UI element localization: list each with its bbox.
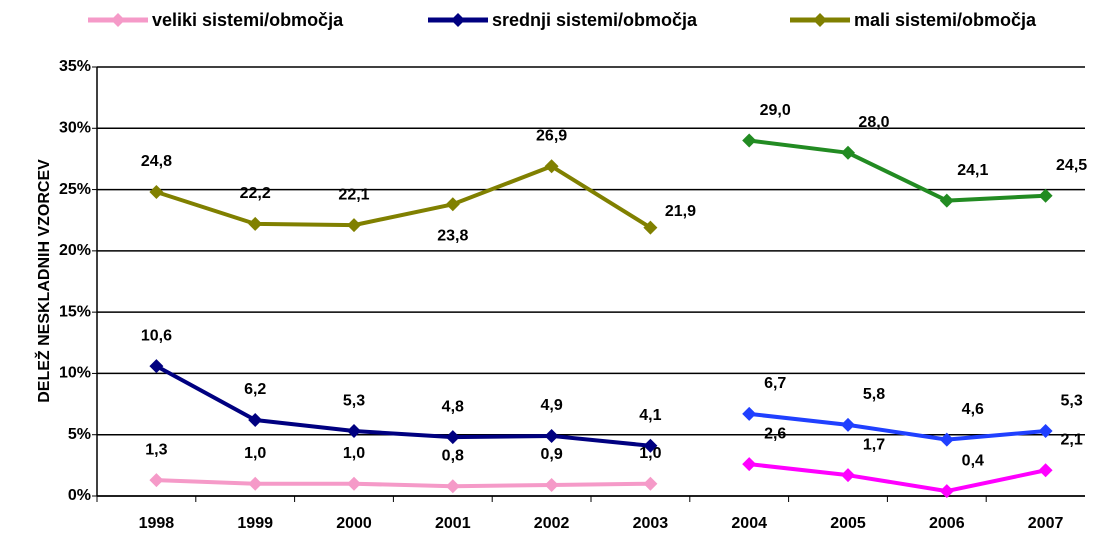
y-tick-label: 35% <box>59 58 91 75</box>
data-label: 23,8 <box>437 227 468 244</box>
data-label: 10,6 <box>141 327 172 344</box>
x-tick-label: 2000 <box>336 515 372 532</box>
point-marker <box>742 133 757 148</box>
data-label: 1,0 <box>639 445 661 462</box>
y-tick-label: 0% <box>68 487 91 504</box>
data-label: 4,1 <box>639 407 661 424</box>
point-marker <box>939 484 954 499</box>
point-marker <box>841 468 855 483</box>
data-label: 6,7 <box>764 375 786 392</box>
point-marker <box>1038 424 1053 439</box>
x-tick-label: 2007 <box>1028 515 1064 532</box>
point-marker <box>544 159 559 174</box>
point-marker <box>347 476 361 491</box>
point-marker <box>347 218 361 233</box>
x-tick-label: 2001 <box>435 515 471 532</box>
data-label: 1,7 <box>863 436 885 453</box>
data-label: 1,0 <box>244 445 266 462</box>
data-label: 5,8 <box>863 386 885 403</box>
x-tick-label: 2005 <box>830 515 866 532</box>
legend-marker <box>111 13 125 27</box>
x-tick-label: 2002 <box>534 515 570 532</box>
point-marker <box>742 406 757 421</box>
legend-marker <box>451 13 465 27</box>
data-label: 5,3 <box>1060 392 1082 409</box>
data-label: 0,4 <box>962 452 984 469</box>
y-tick-label: 5% <box>68 426 91 443</box>
point-marker <box>149 359 164 374</box>
data-label: 24,5 <box>1056 157 1087 174</box>
point-marker <box>1038 188 1053 203</box>
data-label: 4,8 <box>442 398 464 415</box>
y-tick-label: 15% <box>59 303 91 320</box>
data-label: 0,8 <box>442 447 464 464</box>
y-tick-label: 25% <box>59 181 91 198</box>
line-segment <box>155 364 651 448</box>
data-label: 1,0 <box>343 445 365 462</box>
y-tick-label: 30% <box>59 120 91 137</box>
line-segment <box>748 411 1046 442</box>
point-marker <box>248 476 263 491</box>
point-marker <box>149 473 164 488</box>
data-label: 29,0 <box>760 102 791 119</box>
x-tick-label: 2004 <box>731 515 767 532</box>
y-tick-label: 10% <box>59 365 91 382</box>
y-axis-title: DELEŽ NESKLADNIH VZORCEV <box>34 159 53 403</box>
data-label: 1,3 <box>145 441 167 458</box>
point-marker <box>445 430 460 445</box>
data-label: 4,6 <box>962 401 984 418</box>
point-marker <box>939 432 954 447</box>
line-segment <box>748 138 1046 203</box>
x-tick-label: 1999 <box>237 515 273 532</box>
point-marker <box>742 457 757 472</box>
point-marker <box>445 479 460 494</box>
x-tick-label: 2003 <box>633 515 669 532</box>
point-marker <box>445 197 460 212</box>
point-marker <box>248 413 263 428</box>
data-label: 21,9 <box>665 203 696 220</box>
point-marker <box>643 438 658 453</box>
data-label: 22,2 <box>240 185 271 202</box>
data-label: 6,2 <box>244 381 266 398</box>
data-label: 22,1 <box>338 186 369 203</box>
legend-marker <box>813 13 827 27</box>
point-marker <box>841 145 855 160</box>
data-label: 24,8 <box>141 153 172 170</box>
data-label: 2,1 <box>1060 431 1082 448</box>
x-tick-label: 1998 <box>139 515 175 532</box>
legend-label: srednji sistemi/območja <box>492 10 698 30</box>
line-segment <box>748 462 1047 494</box>
point-marker <box>643 220 658 235</box>
point-marker <box>347 424 361 439</box>
point-marker <box>643 476 658 491</box>
legend: veliki sistemi/območja srednji sistemi/ob… <box>88 10 1037 30</box>
legend-label: veliki sistemi/območja <box>152 10 344 30</box>
data-label: 24,1 <box>957 162 988 179</box>
line-segment <box>155 164 652 230</box>
point-marker <box>149 185 164 200</box>
data-label: 0,9 <box>540 446 562 463</box>
point-marker <box>939 193 954 208</box>
point-marker <box>544 477 559 492</box>
point-marker <box>1038 463 1053 478</box>
data-label: 5,3 <box>343 392 365 409</box>
legend-label: mali sistemi/območja <box>854 10 1037 30</box>
point-marker <box>841 417 855 432</box>
line-segment <box>156 478 651 489</box>
data-label: 26,9 <box>536 128 567 145</box>
data-label: 4,9 <box>540 397 562 414</box>
x-tick-label: 2006 <box>929 515 965 532</box>
data-label: 28,0 <box>858 114 889 131</box>
point-marker <box>544 428 559 443</box>
y-tick-label: 20% <box>59 242 91 259</box>
data-label: 2,6 <box>764 425 786 442</box>
point-marker <box>248 216 263 231</box>
